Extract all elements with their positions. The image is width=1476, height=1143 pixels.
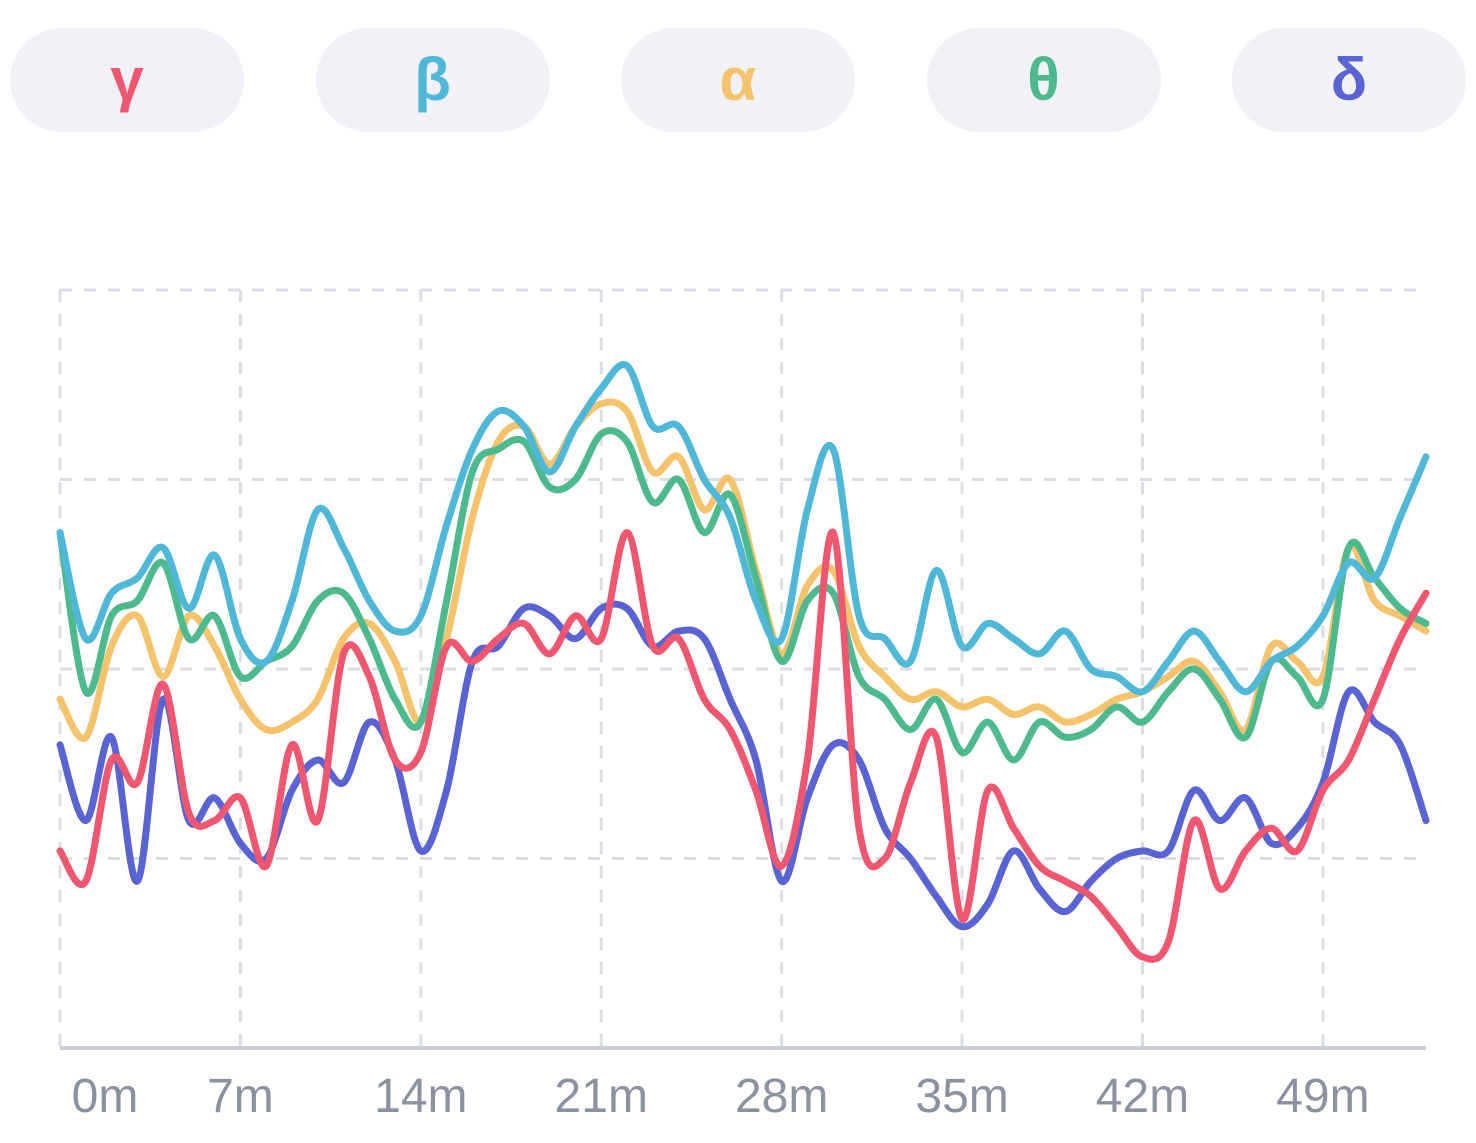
- chart-lines: [56, 361, 1430, 963]
- x-tick-label-42: 42m: [1096, 1070, 1189, 1123]
- x-axis-labels: 0m 7m 14m 21m 28m 35m 42m 49m: [72, 1070, 1370, 1123]
- series-line-delta: [56, 600, 1430, 931]
- x-tick-label-21: 21m: [555, 1070, 648, 1123]
- x-tick-label-14: 14m: [374, 1070, 467, 1123]
- x-tick-label-28: 28m: [735, 1070, 828, 1123]
- series-line-gamma: [56, 529, 1430, 963]
- series-line-beta: [56, 361, 1430, 696]
- x-tick-label-35: 35m: [915, 1070, 1008, 1123]
- legend-label-delta: δ: [1330, 46, 1368, 113]
- legend-pill-alpha[interactable]: α: [621, 28, 855, 132]
- series-line-theta: [56, 427, 1430, 764]
- x-tick-label-7: 7m: [207, 1070, 274, 1123]
- x-tick-label-0: 0m: [72, 1070, 139, 1123]
- legend-pill-theta[interactable]: θ: [926, 28, 1161, 132]
- legend-label-beta: β: [414, 46, 451, 113]
- legend-label-gamma: γ: [110, 46, 144, 113]
- legend-pill-gamma[interactable]: γ: [10, 28, 244, 132]
- x-tick-label-49: 49m: [1276, 1070, 1369, 1123]
- legend-label-alpha: α: [719, 46, 757, 113]
- legend-pill-beta[interactable]: β: [315, 28, 550, 132]
- chart-grid: [58, 288, 1426, 1048]
- legend-label-theta: θ: [1027, 46, 1060, 113]
- legend-pill-delta[interactable]: δ: [1232, 28, 1466, 132]
